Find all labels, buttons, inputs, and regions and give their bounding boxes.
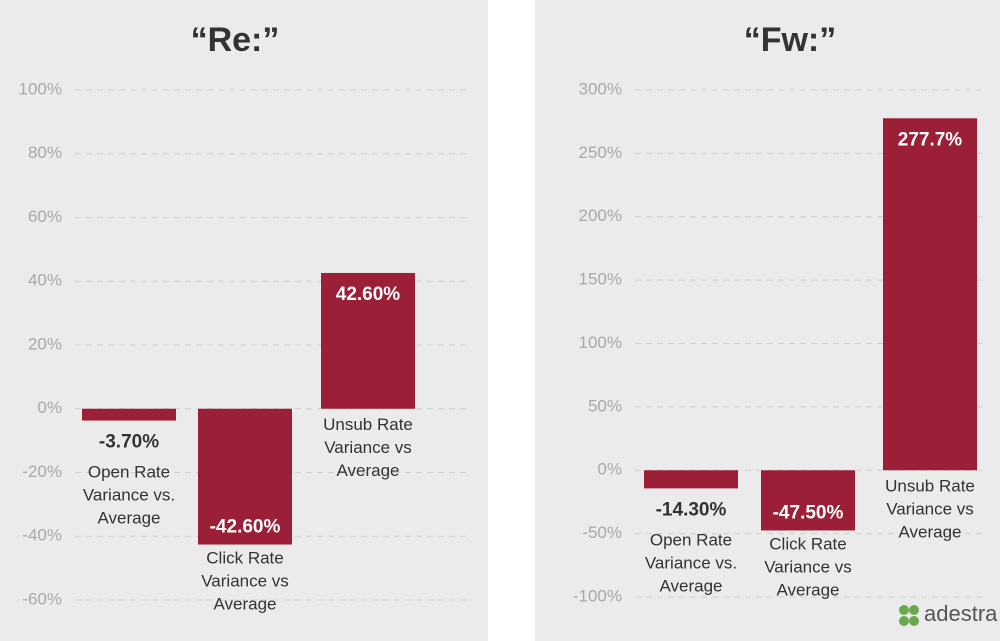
y-tick-label: 60%	[28, 207, 62, 226]
category-label: Unsub Rate Variance vs Average	[885, 477, 975, 542]
value-label: -42.60%	[210, 517, 281, 538]
y-tick-label: 40%	[28, 271, 62, 290]
category-label: Open Rate Variance vs. Average	[83, 463, 175, 528]
chart-title: “Fw:”	[744, 21, 837, 59]
logo: adestra	[924, 601, 998, 626]
value-label: 42.60%	[336, 284, 401, 305]
y-tick-label: 20%	[28, 334, 62, 353]
value-label: -14.30%	[656, 499, 727, 520]
chart-title: “Re:”	[191, 21, 280, 59]
y-tick-label: 0%	[37, 398, 62, 417]
category-label: Click Rate Variance vs Average	[201, 549, 289, 614]
category-label: Open Rate Variance vs. Average	[645, 531, 737, 596]
value-label: -3.70%	[99, 432, 159, 453]
value-label: 277.7%	[898, 129, 963, 150]
y-tick-label: 150%	[579, 270, 622, 289]
y-tick-label: 100%	[579, 333, 622, 352]
y-tick-label: -100%	[573, 586, 622, 605]
category-label: Unsub Rate Variance vs Average	[323, 415, 413, 480]
y-tick-label: 50%	[588, 396, 622, 415]
y-tick-label: -60%	[22, 589, 62, 608]
y-tick-label: -20%	[22, 462, 62, 481]
category-label: Click Rate Variance vs Average	[764, 535, 852, 600]
bar	[883, 118, 977, 471]
y-tick-label: 300%	[579, 79, 622, 98]
y-tick-label: -50%	[582, 523, 622, 542]
y-tick-label: -40%	[22, 526, 62, 545]
y-tick-label: 250%	[579, 143, 622, 162]
bar	[198, 408, 292, 545]
y-tick-label: 0%	[597, 460, 622, 479]
bar	[644, 470, 738, 489]
value-label: -47.50%	[773, 502, 844, 523]
bar	[82, 408, 176, 421]
y-tick-label: 200%	[579, 206, 622, 225]
logo-icon	[899, 605, 919, 626]
y-tick-label: 80%	[28, 143, 62, 162]
bar	[761, 470, 855, 531]
y-tick-label: 100%	[19, 79, 62, 98]
bar	[321, 272, 415, 409]
